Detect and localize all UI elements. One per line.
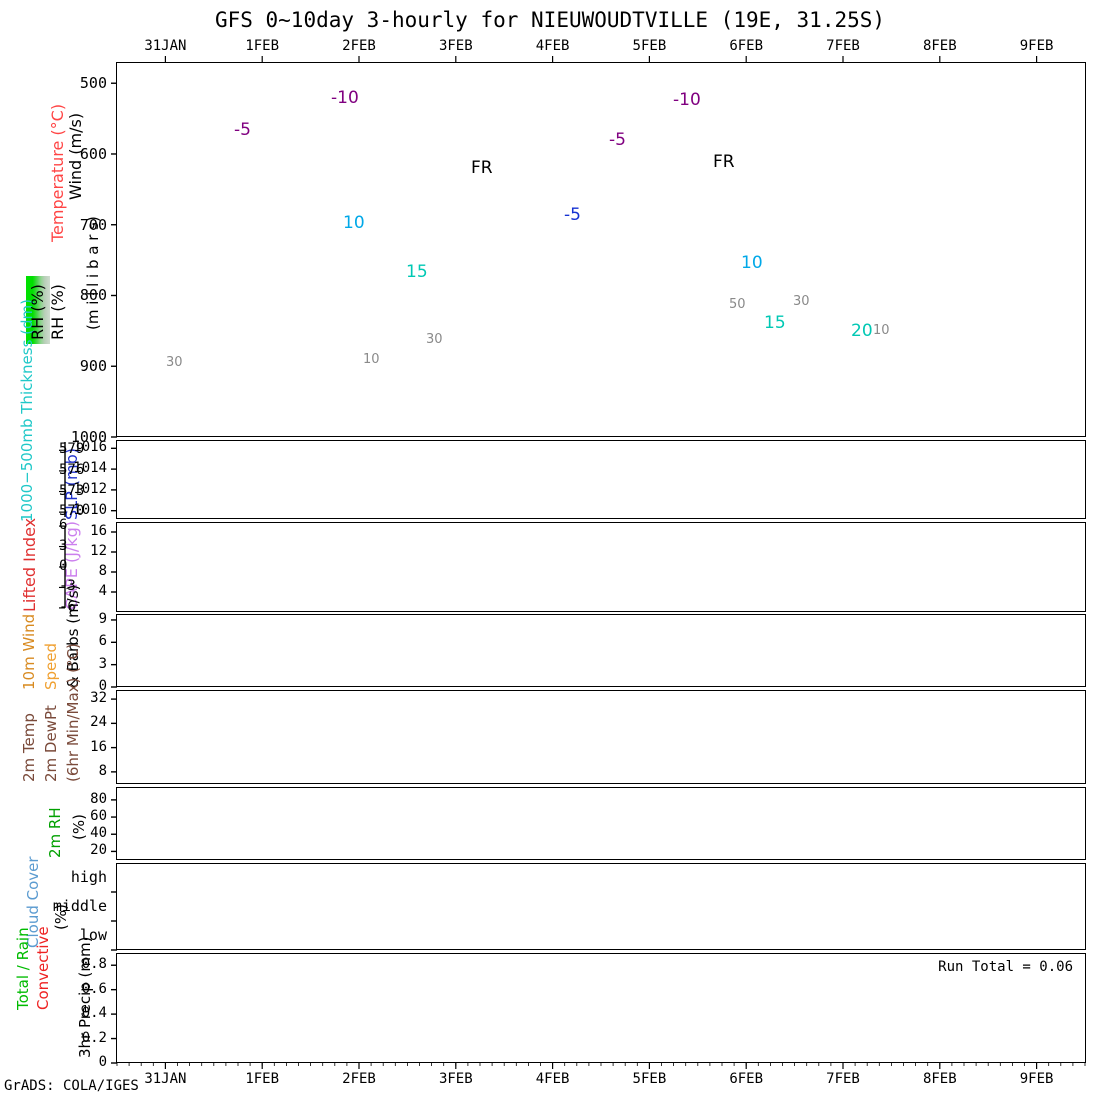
y-tick-slp: 1016 — [73, 439, 107, 455]
x-tick-bottom: 6FEB — [706, 1071, 786, 1087]
x-tick-bottom: 9FEB — [997, 1071, 1077, 1087]
y-tick-pressure: 1000 — [71, 428, 107, 446]
y-tick-lifted: 6 — [59, 517, 67, 533]
x-tick-top: 5FEB — [609, 38, 689, 54]
contour-label: 10 — [740, 253, 764, 273]
y-tick-cape: 16 — [90, 523, 107, 539]
y-tick-rh: 40 — [90, 825, 107, 841]
axis-title-rh-2: RH (%) — [28, 284, 47, 340]
contour-label: 15 — [405, 262, 429, 282]
page-title: GFS 0~10day 3-hourly for NIEUWOUDTVILLE … — [0, 8, 1100, 32]
credit-label: GrADS: COLA/IGES — [4, 1078, 139, 1094]
x-tick-bottom: 8FEB — [900, 1071, 980, 1087]
x-tick-top: 2FEB — [319, 38, 399, 54]
x-tick-top: 1FEB — [222, 38, 302, 54]
x-tick-top: 6FEB — [706, 38, 786, 54]
y-tick-lifted: 0 — [59, 558, 67, 574]
x-tick-bottom: 4FEB — [513, 1071, 593, 1087]
y-tick-slp: 1014 — [73, 460, 107, 476]
rh-panel — [116, 787, 1086, 860]
y-tick-lifted: -3 — [59, 578, 76, 594]
y-tick-precip: 0.8 — [82, 956, 107, 972]
cape-lifted-panel — [116, 522, 1086, 612]
x-tick-top: 8FEB — [900, 38, 980, 54]
contour-label: 10 — [362, 352, 381, 367]
contour-label: 10 — [872, 323, 891, 338]
rh-legend-swatch — [26, 276, 50, 344]
contour-label: 50 — [728, 297, 747, 312]
wind-speed-panel — [116, 614, 1086, 687]
y-tick-wind: 9 — [99, 611, 107, 627]
y-tick-pressure: 800 — [80, 286, 107, 304]
contour-label: 10 — [342, 213, 366, 233]
contour-label: -5 — [233, 120, 252, 140]
contour-label: -5 — [608, 130, 627, 150]
cloud-cover-panel — [116, 863, 1086, 950]
x-tick-bottom: 3FEB — [416, 1071, 496, 1087]
y-tick-pressure: 900 — [80, 357, 107, 375]
contour-label: 30 — [165, 355, 184, 370]
y-tick-precip: 0.6 — [82, 981, 107, 997]
y-tick-cloud: middle — [53, 897, 107, 915]
run-total-label: Run Total = 0.06 — [938, 959, 1073, 975]
contour-label: 30 — [792, 294, 811, 309]
y-tick-precip: 0.2 — [82, 1030, 107, 1046]
y-tick-temp: 16 — [90, 739, 107, 755]
y-tick-slp: 1012 — [73, 481, 107, 497]
x-tick-bottom: 2FEB — [319, 1071, 399, 1087]
temperature-panel — [116, 690, 1086, 784]
x-tick-top: 31JAN — [125, 38, 205, 54]
y-tick-cape: 4 — [99, 583, 107, 599]
y-tick-temp: 24 — [90, 714, 107, 730]
contour-label: 20 — [850, 321, 874, 341]
y-tick-slp: 1010 — [73, 502, 107, 518]
y-tick-cape: 8 — [99, 563, 107, 579]
y-tick-pressure: 600 — [80, 145, 107, 163]
contour-label: -10 — [672, 90, 702, 110]
x-tick-top: 4FEB — [513, 38, 593, 54]
y-tick-thickness: 570 — [59, 503, 84, 519]
x-tick-bottom: 31JAN — [125, 1071, 205, 1087]
x-tick-bottom: 7FEB — [803, 1071, 883, 1087]
x-tick-top: 9FEB — [997, 38, 1077, 54]
slp-thickness-panel — [116, 440, 1086, 519]
contour-label: 15 — [763, 313, 787, 333]
contour-label: 30 — [425, 332, 444, 347]
x-tick-top: 7FEB — [803, 38, 883, 54]
y-tick-lifted: -6 — [59, 599, 76, 615]
precip-panel — [116, 953, 1086, 1063]
y-tick-temp: 32 — [90, 690, 107, 706]
y-tick-rh: 20 — [90, 842, 107, 858]
y-tick-pressure: 500 — [80, 74, 107, 92]
contour-label: -10 — [330, 88, 360, 108]
y-tick-temp: 8 — [99, 763, 107, 779]
y-tick-cloud: high — [71, 868, 107, 886]
y-tick-thickness: 576 — [59, 462, 84, 478]
y-tick-wind: 0 — [99, 678, 107, 694]
y-tick-pressure: 700 — [80, 216, 107, 234]
contour-label: FR — [712, 152, 736, 172]
x-tick-bottom: 5FEB — [609, 1071, 689, 1087]
y-tick-rh: 60 — [90, 808, 107, 824]
x-tick-bottom: 1FEB — [222, 1071, 302, 1087]
y-tick-thickness: 573 — [59, 483, 84, 499]
y-tick-wind: 3 — [99, 656, 107, 672]
y-tick-thickness: 579 — [59, 441, 84, 457]
upper-air-panel — [116, 62, 1086, 437]
y-tick-rh: 80 — [90, 791, 107, 807]
y-tick-precip: 0 — [99, 1054, 107, 1070]
y-tick-cape: 12 — [90, 543, 107, 559]
y-tick-cloud: low — [80, 926, 107, 944]
contour-label: FR — [470, 158, 494, 178]
y-tick-lifted: 3 — [59, 538, 67, 554]
y-tick-wind: 6 — [99, 633, 107, 649]
x-tick-top: 3FEB — [416, 38, 496, 54]
y-tick-precip: 0.4 — [82, 1005, 107, 1021]
contour-label: -5 — [563, 205, 582, 225]
